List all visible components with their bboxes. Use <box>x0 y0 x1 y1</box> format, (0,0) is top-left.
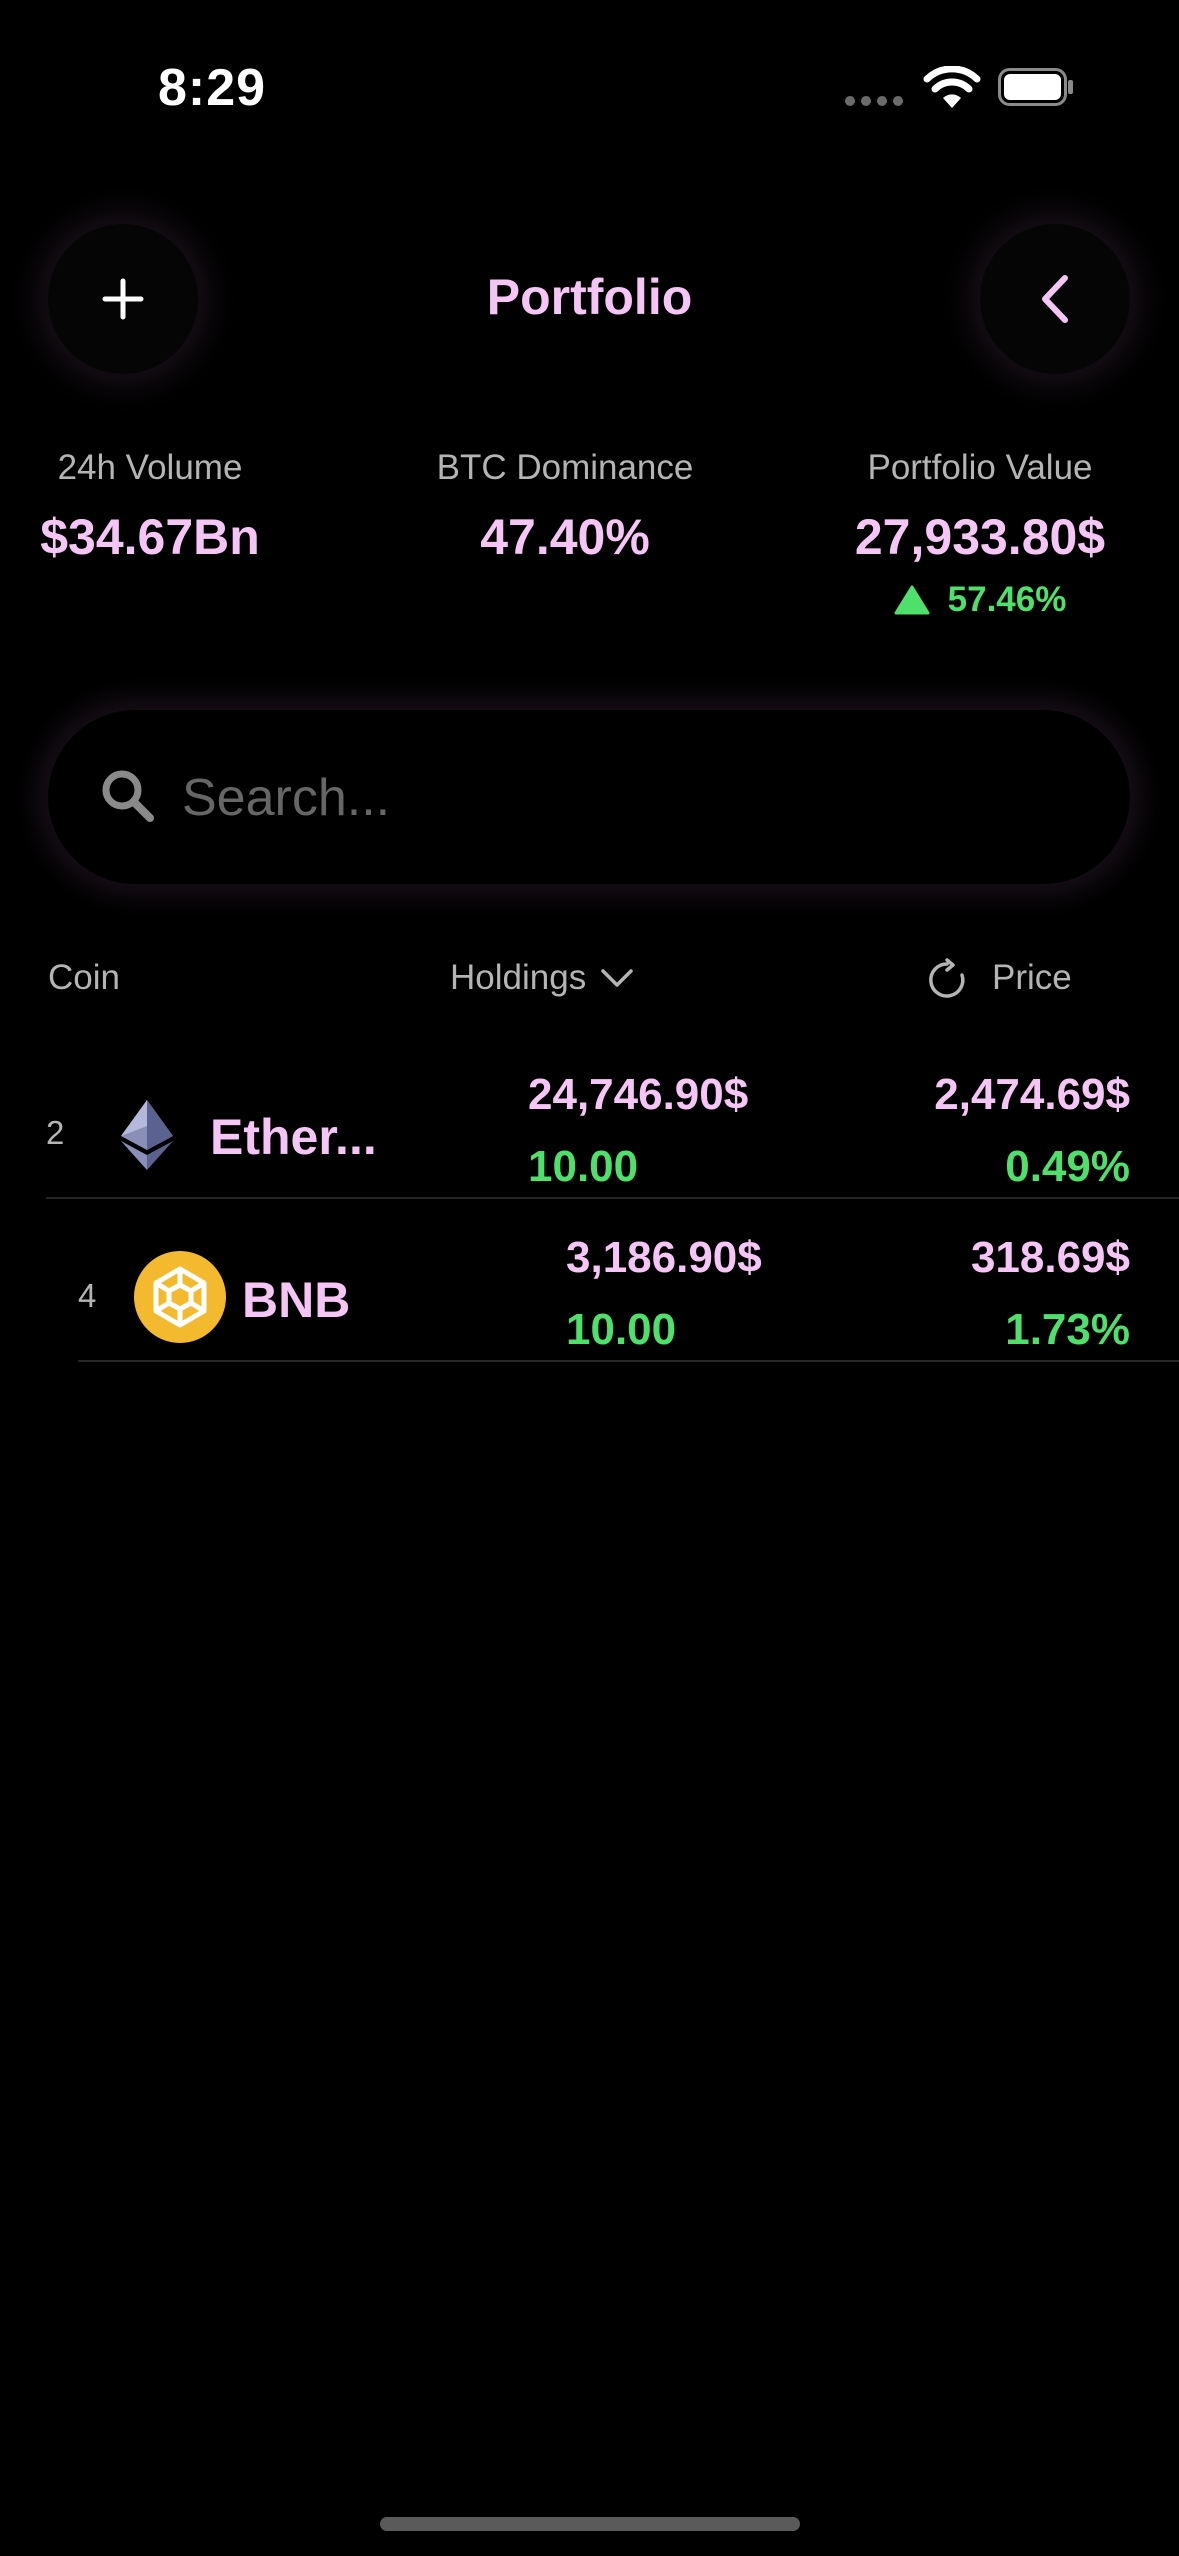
column-holdings-label: Holdings <box>450 958 587 997</box>
bnb-icon <box>134 1251 226 1343</box>
price-change: 1.73% <box>1005 1305 1130 1354</box>
price-change: 0.49% <box>1005 1142 1130 1191</box>
ethereum-icon <box>121 1100 173 1170</box>
coin-symbol: Ether... <box>210 1109 377 1165</box>
chevron-down-icon <box>601 969 633 987</box>
list-item[interactable]: 4 BNB 3,186.90$ 10.00 318.69$ 1.73% <box>0 1213 1179 1363</box>
stat-value: $34.67Bn <box>40 509 260 565</box>
row-divider <box>78 1360 1179 1362</box>
wifi-icon <box>923 66 981 108</box>
stat-portfolio-value: Portfolio Value 27,933.80$ 57.46% <box>830 448 1130 620</box>
back-button[interactable] <box>980 224 1130 374</box>
triangle-up-icon <box>894 585 930 615</box>
stat-value: 27,933.80$ <box>854 509 1106 565</box>
stat-24h-volume: 24h Volume $34.67Bn <box>30 448 270 566</box>
search-bar[interactable] <box>48 710 1130 884</box>
battery-icon <box>998 68 1073 106</box>
holdings-value: 24,746.90$ <box>528 1070 749 1119</box>
add-button[interactable] <box>48 224 198 374</box>
page-title: Portfolio <box>486 269 693 325</box>
search-input[interactable] <box>180 754 1084 842</box>
stat-label: BTC Dominance <box>436 448 694 487</box>
stat-label: 24h Volume <box>57 448 243 487</box>
coin-price: 2,474.69$ <box>934 1070 1130 1119</box>
stat-change-row: 57.46% <box>830 580 1130 620</box>
status-time: 8:29 <box>158 59 267 117</box>
holdings-amount: 10.00 <box>566 1305 677 1354</box>
coin-rank: 2 <box>46 1114 65 1151</box>
plus-icon <box>102 278 144 320</box>
stat-label: Portfolio Value <box>867 448 1093 487</box>
holdings-amount: 10.00 <box>528 1142 639 1191</box>
row-divider <box>46 1197 1179 1199</box>
search-icon <box>102 770 154 822</box>
coin-price: 318.69$ <box>970 1233 1130 1282</box>
coin-symbol: BNB <box>242 1272 351 1328</box>
column-coin[interactable]: Coin <box>48 958 120 997</box>
chevron-left-icon <box>1042 275 1068 323</box>
reload-icon[interactable] <box>925 958 969 1002</box>
column-holdings[interactable]: Holdings <box>450 958 634 998</box>
holdings-value: 3,186.90$ <box>566 1233 762 1282</box>
stat-change: 57.46% <box>947 580 1067 619</box>
stat-btc-dominance: BTC Dominance 47.40% <box>415 448 715 566</box>
stat-value: 47.40% <box>480 509 650 565</box>
home-indicator[interactable] <box>380 2517 800 2531</box>
cellular-signal-icon <box>845 96 903 106</box>
coin-rank: 4 <box>78 1277 97 1314</box>
column-price[interactable]: Price <box>992 958 1072 997</box>
list-item[interactable]: 2 Ether... 24,746.90$ 10.00 2,474.69$ 0.… <box>0 1050 1179 1200</box>
